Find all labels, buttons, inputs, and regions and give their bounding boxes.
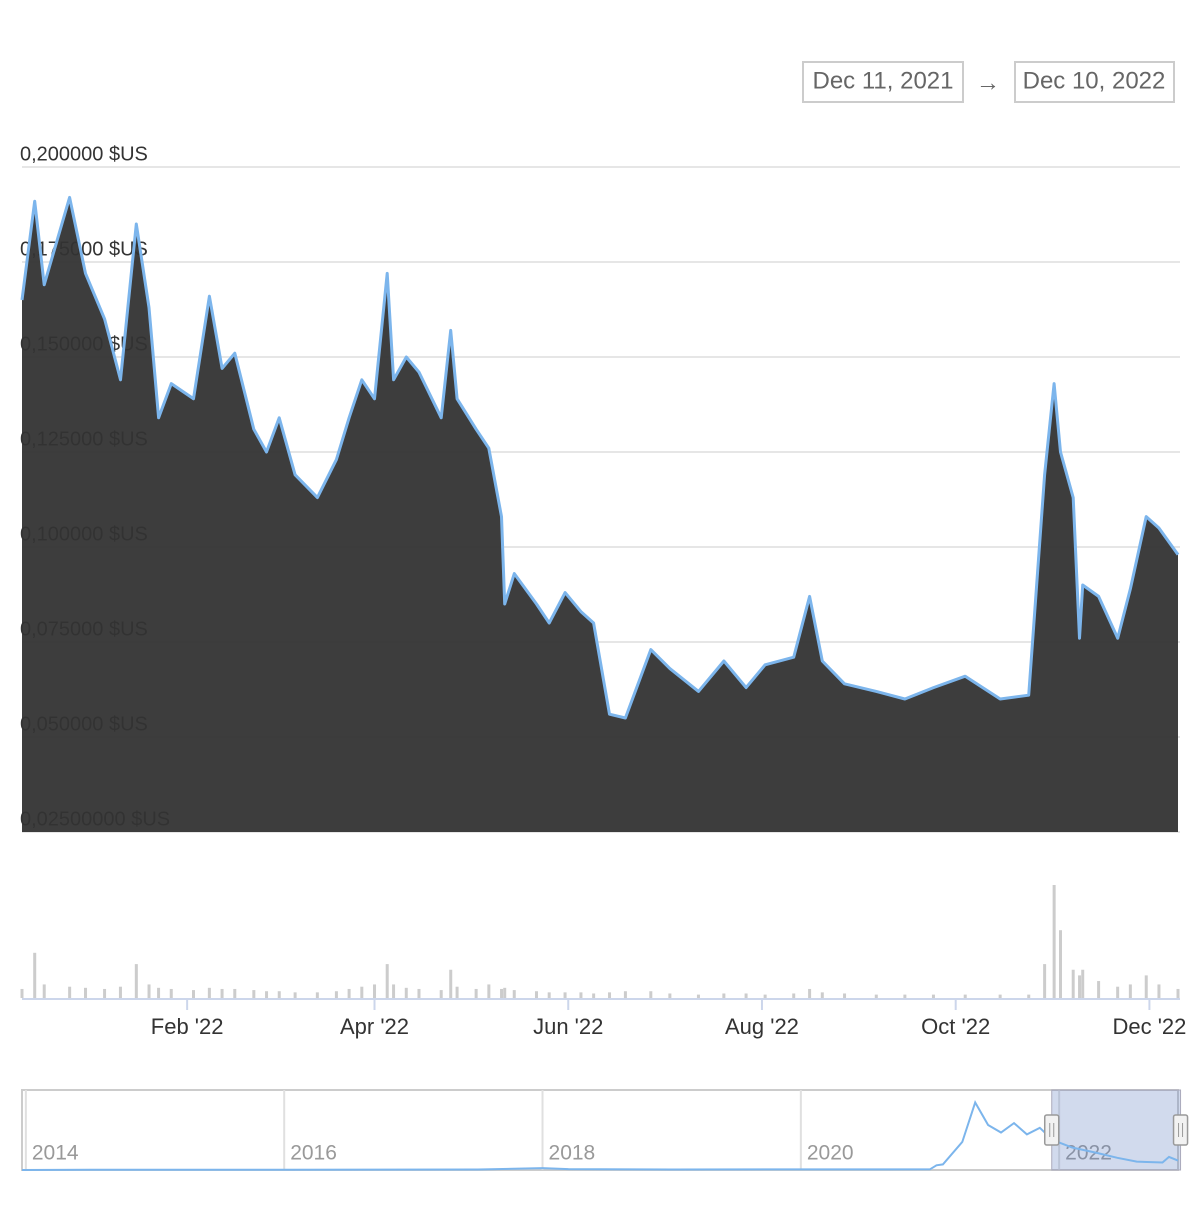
x-tick-label: Jun '22 — [533, 1014, 603, 1039]
volume-bar — [191, 990, 195, 998]
volume-bar — [1081, 969, 1085, 998]
volume-bar — [360, 986, 364, 998]
volume-bar — [592, 993, 596, 998]
volume-bar — [931, 994, 935, 998]
volume-bar — [42, 984, 46, 998]
volume-bar — [265, 991, 269, 998]
volume-bar — [1052, 885, 1056, 998]
volume-bar — [449, 969, 453, 998]
volume-bar — [147, 984, 151, 998]
x-tick-label: Feb '22 — [151, 1014, 224, 1039]
navigator-handle[interactable] — [1043, 1114, 1060, 1146]
navigator-tick-label: 2018 — [549, 1142, 596, 1165]
volume-bar — [503, 987, 507, 998]
navigator-tick-label: 2020 — [807, 1142, 854, 1165]
volume-bar — [820, 992, 824, 998]
volume-bar — [68, 986, 72, 998]
range-separator: → — [976, 69, 1000, 96]
volume-bar — [1097, 981, 1101, 998]
volume-bar — [455, 986, 459, 998]
volume-bar — [392, 984, 396, 998]
volume-bar — [500, 988, 504, 998]
volume-bar — [33, 952, 37, 998]
volume-bar — [1157, 984, 1161, 998]
volume-bar — [903, 994, 907, 998]
range-to-box[interactable] — [1014, 61, 1175, 103]
volume-bar — [315, 992, 319, 998]
volume-bar — [1071, 969, 1075, 998]
volume-bar — [417, 988, 421, 998]
x-tick-label: Oct '22 — [921, 1014, 990, 1039]
range-from-box[interactable] — [802, 61, 964, 103]
volume-bar — [874, 994, 878, 998]
volume-bar — [649, 991, 653, 998]
navigator-handle[interactable] — [1172, 1114, 1189, 1146]
volume-bar — [744, 993, 748, 998]
volume-bar — [487, 984, 491, 998]
volume-bar — [963, 994, 967, 998]
volume-bar — [763, 994, 767, 998]
volume-bar — [134, 964, 138, 998]
volume-bar — [157, 987, 161, 998]
volume-bar — [1027, 994, 1031, 998]
volume-bar — [347, 988, 351, 998]
navigator-line — [21, 1100, 1179, 1171]
x-tick-label: Apr '22 — [340, 1014, 409, 1039]
volume-bar — [1144, 975, 1148, 998]
volume-bar — [534, 991, 538, 998]
volume-bar — [103, 988, 107, 998]
volume-bar — [1043, 964, 1047, 998]
volume-bar — [1128, 984, 1132, 998]
volume-bar — [233, 988, 237, 998]
volume-bar — [385, 964, 389, 998]
volume-bar — [293, 992, 297, 998]
volume-bar — [220, 988, 224, 998]
volume-bar — [252, 990, 256, 998]
navigator-tick-label: 2022 — [1065, 1142, 1112, 1165]
volume-bar — [169, 988, 173, 998]
volume-bar — [207, 987, 211, 998]
volume-bar — [808, 988, 812, 998]
volume-bar — [439, 990, 443, 998]
volume-bar — [623, 991, 627, 998]
volume-bar — [1078, 975, 1082, 998]
volume-bar — [722, 993, 726, 998]
volume-bar — [998, 994, 1002, 998]
volume-bar — [334, 991, 338, 998]
navigator-tick-label: 2016 — [290, 1142, 337, 1165]
volume-bar — [84, 987, 88, 998]
volume-bar — [20, 988, 24, 998]
volume-bar — [843, 993, 847, 998]
range-to[interactable]: Dec 10, 2022 — [1023, 67, 1166, 94]
volume-bar — [373, 984, 377, 998]
volume-bar — [277, 991, 281, 998]
volume-bar — [404, 987, 408, 998]
volume-bar — [668, 993, 672, 998]
volume-bar — [1058, 930, 1062, 998]
volume-bar — [474, 988, 478, 998]
volume-bar — [563, 992, 567, 998]
volume-bar — [512, 990, 516, 998]
range-from[interactable]: Dec 11, 2021 — [813, 67, 954, 94]
x-tick-label: Dec '22 — [1112, 1014, 1186, 1039]
volume-bar — [696, 994, 700, 998]
volume-bar — [1176, 988, 1180, 998]
x-tick-label: Aug '22 — [725, 1014, 799, 1039]
volume-bar — [547, 992, 551, 998]
price-area — [22, 197, 1178, 832]
volume-bar — [792, 993, 796, 998]
volume-bar — [1116, 986, 1120, 998]
volume-bar — [579, 992, 583, 998]
price-line — [20, 195, 1180, 720]
volume-bar — [608, 992, 612, 998]
navigator-tick-label: 2014 — [32, 1142, 79, 1165]
volume-bar — [118, 986, 122, 998]
y-tick-label: 0,200000 $US — [20, 143, 148, 165]
